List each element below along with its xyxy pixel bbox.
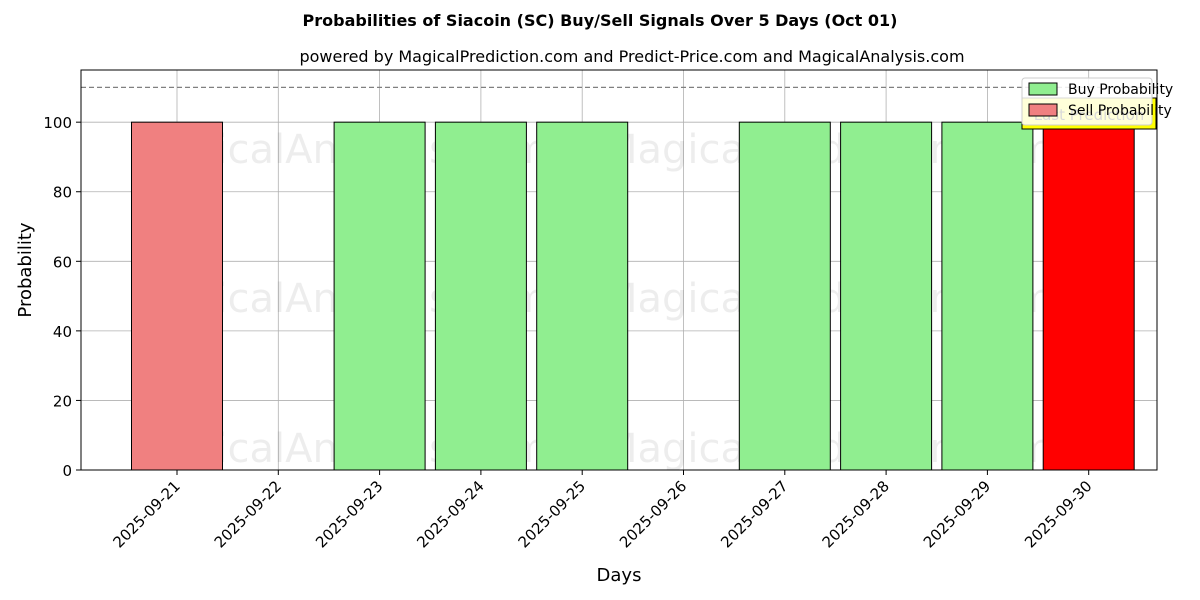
x-tick-label: 2025-09-29	[920, 477, 994, 551]
bar-buy-2025-09-23	[333, 121, 426, 471]
bar-sell-2025-09-30	[1042, 121, 1135, 471]
y-tick-label: 20	[53, 392, 72, 410]
x-tick-label: 2025-09-28	[819, 477, 893, 551]
y-axis-label: Probability	[15, 222, 36, 317]
x-tick-label: 2025-09-22	[211, 477, 285, 551]
chart-title: Probabilities of Siacoin (SC) Buy/Sell S…	[303, 11, 898, 30]
x-axis-label: Days	[597, 565, 642, 586]
bar-buy-2025-09-28	[840, 121, 933, 471]
bar-buy-2025-09-29	[941, 121, 1034, 471]
legend-label-sell: Sell Probability	[1068, 103, 1172, 119]
x-axis-ticks: 2025-09-21 2025-09-22 2025-09-23 2025-09-24…	[109, 470, 1096, 551]
x-tick-label: 2025-09-21	[109, 477, 183, 551]
plot-frame	[80, 69, 1158, 471]
x-tick-label: 2025-09-23	[312, 477, 386, 551]
x-tick-label: 2025-09-25	[515, 477, 589, 551]
legend: Buy Probability Sell Probability	[1021, 77, 1173, 126]
bar-sell-2025-09-21	[131, 121, 223, 471]
chart-subtitle: powered by MagicalPrediction.com and Pre…	[299, 47, 964, 66]
bar-buy-2025-09-24	[434, 121, 527, 471]
y-tick-label: 100	[43, 114, 72, 132]
legend-swatch-sell	[1028, 103, 1058, 117]
x-tick-label: 2025-09-24	[413, 477, 487, 551]
x-tick-label: 2025-09-26	[616, 477, 690, 551]
x-tick-label: 2025-09-27	[717, 477, 791, 551]
y-tick-label: 60	[53, 253, 72, 271]
y-tick-label: 80	[53, 184, 72, 202]
y-axis-ticks: 0 20 40 60 80 100	[43, 114, 81, 480]
legend-swatch-buy	[1028, 82, 1058, 96]
x-tick-label: 2025-09-30	[1021, 477, 1095, 551]
bars	[131, 121, 1135, 471]
y-tick-label: 40	[53, 323, 72, 341]
bar-buy-2025-09-27	[738, 121, 831, 471]
bar-buy-2025-09-25	[536, 121, 629, 471]
y-tick-label: 0	[62, 462, 72, 480]
legend-label-buy: Buy Probability	[1068, 82, 1173, 98]
